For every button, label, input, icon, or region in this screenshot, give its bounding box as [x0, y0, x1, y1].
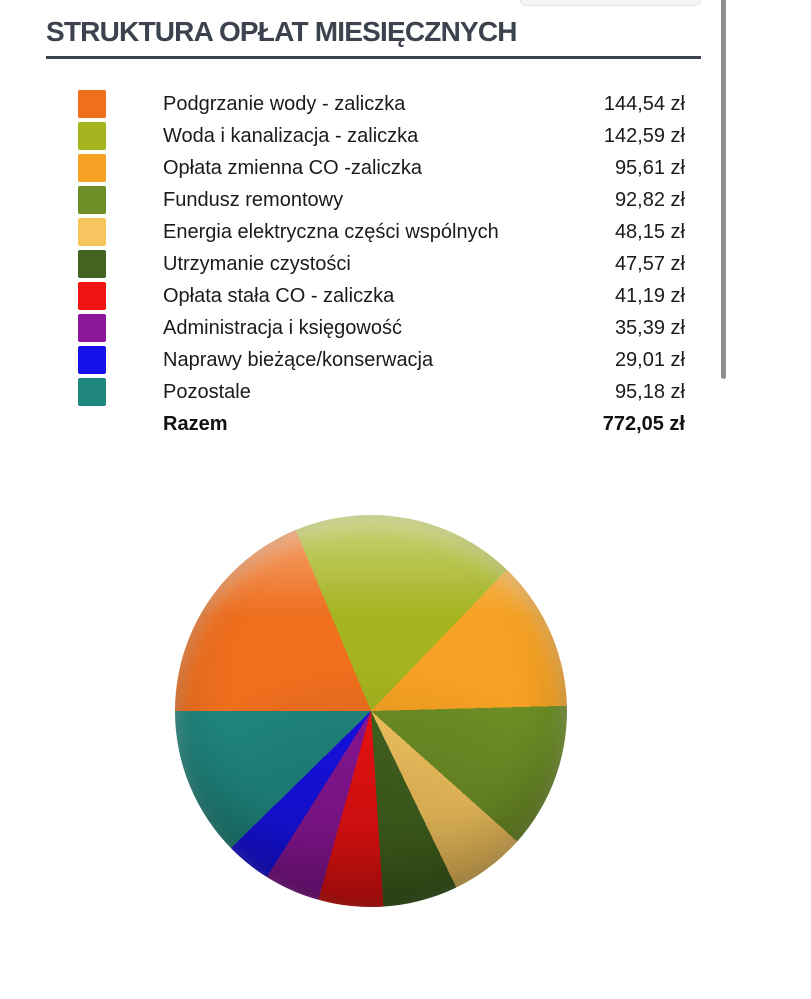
legend-item-label: Energia elektryczna części wspólnych: [163, 220, 499, 243]
legend-row: Administracja i księgowość 35,39 zł: [78, 312, 685, 344]
page-title: STRUKTURA OPŁAT MIESIĘCZNYCH: [46, 16, 518, 47]
legend-item-value: 29,01 zł: [614, 348, 685, 371]
pie-slices: [175, 515, 567, 907]
legend-color-swatch: [78, 218, 106, 246]
cropped-top-element: [520, 0, 701, 6]
legend-item-value: 41,19 zł: [614, 284, 685, 307]
legend-item-value: 95,61 zł: [614, 156, 685, 179]
legend-color-swatch: [78, 378, 106, 406]
legend-item-label: Naprawy bieżące/konserwacja: [163, 348, 434, 371]
legend-color-swatch: [78, 186, 106, 214]
legend-row: Podgrzanie wody - zaliczka 144,54 zł: [78, 88, 685, 120]
title-underline: [46, 56, 701, 59]
legend-item-label: Administracja i księgowość: [163, 316, 402, 339]
legend-row: Opłata zmienna CO -zaliczka 95,61 zł: [78, 152, 685, 184]
legend-row: Opłata stała CO - zaliczka 41,19 zł: [78, 280, 685, 312]
total-label: Razem: [163, 412, 228, 435]
legend-color-swatch: [78, 314, 106, 342]
scrollbar-thumb[interactable]: [721, 0, 726, 379]
legend-item-label: Opłata stała CO - zaliczka: [163, 284, 395, 307]
legend-item-label: Utrzymanie czystości: [163, 252, 351, 275]
pie-chart: [175, 515, 567, 907]
legend-color-swatch: [78, 90, 106, 118]
legend-row: Pozostale 95,18 zł: [78, 376, 685, 408]
legend-color-swatch: [78, 250, 106, 278]
legend-total-row: Razem 772,05 zł: [163, 408, 685, 440]
legend-item-value: 92,82 zł: [614, 188, 685, 211]
legend-color-swatch: [78, 346, 106, 374]
legend-item-value: 144,54 zł: [603, 92, 685, 115]
legend-row: Utrzymanie czystości 47,57 zł: [78, 248, 685, 280]
legend-color-swatch: [78, 154, 106, 182]
legend-item-value: 48,15 zł: [614, 220, 685, 243]
legend-item-label: Podgrzanie wody - zaliczka: [163, 92, 406, 115]
legend-color-swatch: [78, 122, 106, 150]
legend-item-value: 142,59 zł: [603, 124, 685, 147]
pie-legend: Podgrzanie wody - zaliczka 144,54 zł Wod…: [78, 88, 685, 440]
total-value: 772,05 zł: [602, 412, 685, 435]
legend-item-value: 47,57 zł: [614, 252, 685, 275]
legend-item-label: Opłata zmienna CO -zaliczka: [163, 156, 422, 179]
legend-item-label: Pozostale: [163, 380, 251, 403]
legend-row: Woda i kanalizacja - zaliczka 142,59 zł: [78, 120, 685, 152]
legend-row: Energia elektryczna części wspólnych 48,…: [78, 216, 685, 248]
legend-row: Naprawy bieżące/konserwacja 29,01 zł: [78, 344, 685, 376]
legend-item-label: Woda i kanalizacja - zaliczka: [163, 124, 419, 147]
legend-item-value: 95,18 zł: [614, 380, 685, 403]
legend-item-value: 35,39 zł: [614, 316, 685, 339]
legend-color-swatch: [78, 282, 106, 310]
legend-item-label: Fundusz remontowy: [163, 188, 344, 211]
legend-row: Fundusz remontowy 92,82 zł: [78, 184, 685, 216]
